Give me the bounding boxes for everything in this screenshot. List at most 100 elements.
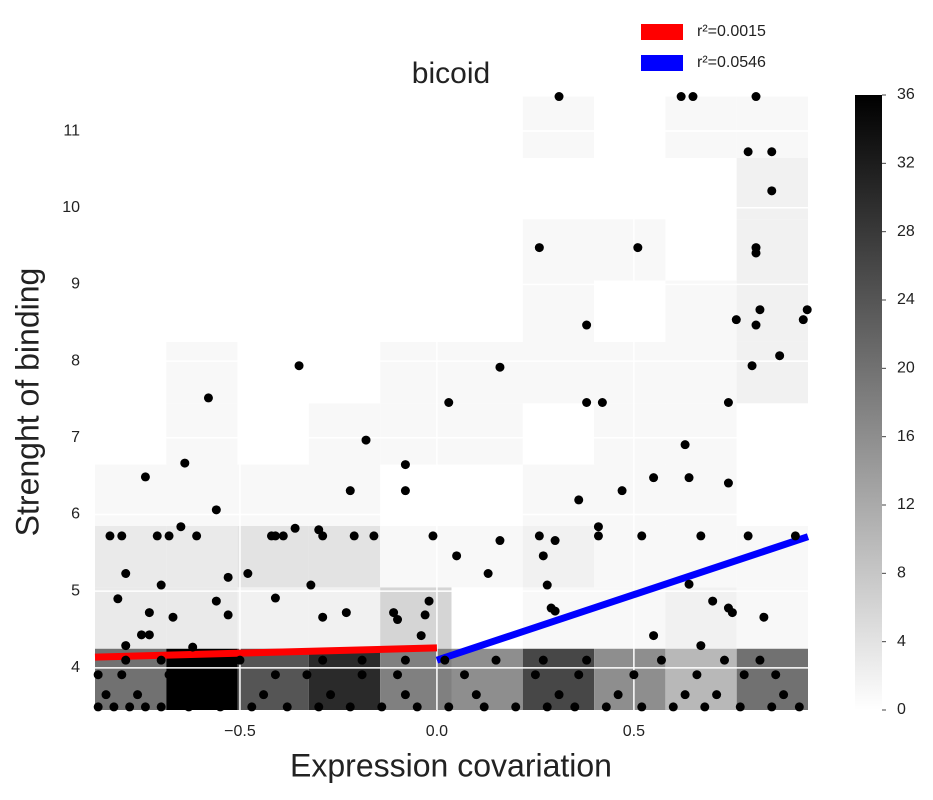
scatter-point bbox=[676, 92, 686, 102]
hist-cell bbox=[380, 157, 452, 220]
y-tick-label: 7 bbox=[71, 429, 80, 446]
x-tick-label: 0.5 bbox=[623, 723, 645, 740]
scatter-point bbox=[712, 690, 722, 700]
colorbar-tick-label: 4 bbox=[897, 633, 906, 650]
scatter-point bbox=[688, 92, 698, 102]
scatter-point bbox=[400, 486, 410, 496]
scatter-point bbox=[700, 702, 710, 712]
scatter-point bbox=[459, 670, 469, 680]
colorbar-tick-label: 28 bbox=[897, 223, 915, 240]
scatter-point bbox=[424, 596, 434, 606]
scatter-point bbox=[302, 670, 312, 680]
scatter-point bbox=[444, 398, 454, 407]
hist-cell bbox=[522, 280, 595, 342]
scatter-point bbox=[361, 435, 371, 445]
scatter-point bbox=[731, 315, 741, 325]
scatter-point bbox=[306, 580, 316, 590]
hist-cell bbox=[166, 280, 238, 342]
scatter-point bbox=[121, 655, 131, 665]
fit-line bbox=[435, 533, 810, 664]
scatter-point bbox=[113, 594, 123, 604]
hist-cell bbox=[665, 587, 737, 649]
hist-cell bbox=[380, 219, 452, 281]
scatter-point bbox=[345, 486, 355, 496]
scatter-point bbox=[550, 606, 560, 616]
scatter-point bbox=[511, 702, 521, 712]
scatter-point bbox=[144, 630, 154, 640]
scatter-point bbox=[400, 690, 410, 700]
scatter-point bbox=[117, 531, 127, 541]
scatter-point bbox=[223, 572, 233, 582]
scatter-point bbox=[534, 243, 544, 253]
scatter-point bbox=[755, 305, 765, 315]
scatter-point bbox=[495, 536, 505, 546]
hist-cell bbox=[451, 219, 523, 281]
scatter-point bbox=[570, 702, 580, 712]
scatter-point bbox=[420, 610, 430, 620]
colorbar-tick-label: 24 bbox=[897, 291, 915, 308]
hist-cell bbox=[665, 341, 737, 404]
hist-cell bbox=[166, 648, 238, 710]
scatter-point bbox=[93, 702, 103, 712]
scatter-point bbox=[471, 690, 481, 700]
scatter-point bbox=[767, 147, 777, 157]
hist-cell bbox=[237, 341, 309, 404]
scatter-point bbox=[550, 536, 560, 546]
hist-cell bbox=[736, 280, 808, 342]
scatter-point bbox=[314, 702, 324, 712]
chart-title: bicoid bbox=[412, 57, 490, 90]
scatter-point bbox=[326, 690, 336, 700]
scatter-point bbox=[491, 655, 501, 665]
scatter-point bbox=[400, 460, 410, 470]
hist-cell bbox=[380, 341, 452, 404]
scatter-point bbox=[393, 615, 403, 625]
colorbar-tick-label: 36 bbox=[897, 86, 915, 103]
scatter-point bbox=[574, 495, 584, 505]
scatter-point bbox=[109, 702, 119, 712]
hist-cell bbox=[594, 219, 666, 281]
scatter-point bbox=[101, 690, 111, 700]
hist-cell bbox=[166, 157, 238, 220]
scatter-point bbox=[318, 612, 328, 622]
scatter-point bbox=[282, 702, 292, 712]
scatter-point bbox=[779, 690, 789, 700]
scatter-point bbox=[416, 631, 426, 641]
scatter-point bbox=[637, 702, 647, 712]
hist-cell bbox=[522, 648, 595, 710]
colorbar-tick-label: 32 bbox=[897, 155, 915, 172]
plot-area bbox=[93, 92, 812, 712]
scatter-point bbox=[723, 478, 733, 488]
scatter-point bbox=[121, 569, 131, 579]
hist-cell bbox=[736, 403, 808, 465]
scatter-point bbox=[377, 702, 387, 712]
hist-cell bbox=[95, 157, 167, 220]
hist-cell bbox=[380, 587, 452, 649]
scatter-point bbox=[156, 655, 166, 665]
y-tick-label: 8 bbox=[71, 352, 80, 369]
scatter-point bbox=[771, 670, 781, 680]
hist-cell bbox=[380, 280, 452, 342]
scatter-point bbox=[719, 655, 729, 665]
scatter-point bbox=[574, 670, 584, 680]
hist-cell bbox=[308, 219, 381, 281]
scatter-point bbox=[649, 631, 659, 641]
scatter-point bbox=[393, 670, 403, 680]
scatter-point bbox=[684, 579, 694, 589]
x-axis-label: Expression covariation bbox=[290, 747, 612, 783]
scatter-point bbox=[601, 702, 611, 712]
scatter-point bbox=[117, 670, 127, 680]
scatter-point bbox=[633, 243, 643, 253]
scatter-point bbox=[341, 608, 351, 618]
hist-cell bbox=[594, 96, 666, 158]
hist-cell bbox=[522, 219, 595, 281]
scatter-point bbox=[184, 702, 194, 712]
hist-cell bbox=[166, 219, 238, 281]
scatter-point bbox=[152, 531, 162, 541]
hist-cell bbox=[594, 648, 666, 710]
scatter-point bbox=[215, 702, 225, 712]
scatter-point bbox=[243, 569, 253, 579]
y-tick-label: 11 bbox=[63, 122, 80, 139]
hist-cell bbox=[380, 403, 452, 465]
scatter-point bbox=[452, 551, 462, 561]
hist-cell bbox=[522, 525, 595, 588]
